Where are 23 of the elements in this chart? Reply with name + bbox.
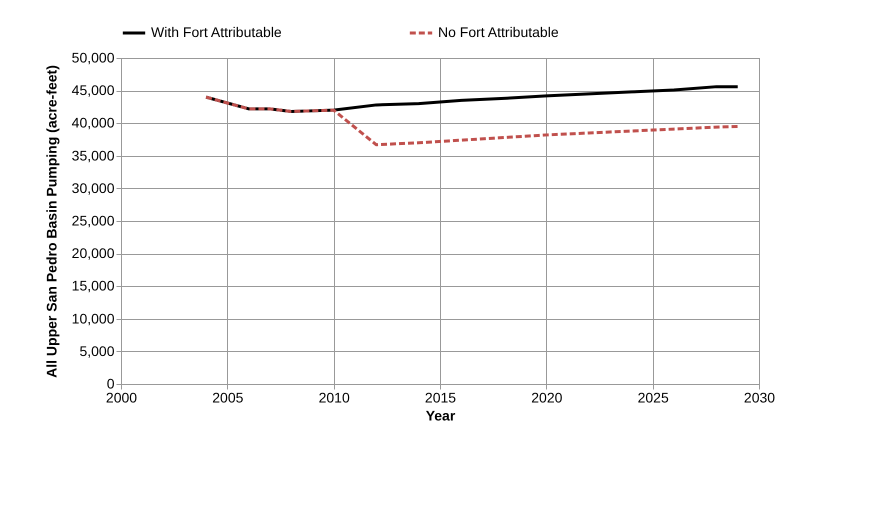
y-tick-label: 5,000	[79, 342, 115, 359]
legend-label: No Fort Attributable	[438, 24, 559, 40]
x-tick-label: 2000	[106, 390, 138, 406]
y-tick-label: 15,000	[72, 278, 115, 294]
y-tick-label: 20,000	[72, 245, 115, 262]
y-tick-label: 40,000	[72, 114, 115, 131]
x-axis-title: Year	[426, 408, 456, 424]
line-series	[204, 96, 740, 146]
x-tick-label: 2010	[318, 390, 350, 406]
y-tick-label: 50,000	[72, 50, 115, 66]
x-tick-label: 2025	[638, 390, 669, 406]
legend-label: With Fort Attributable	[151, 24, 282, 40]
y-tick-label: 25,000	[72, 212, 115, 228]
y-tick-label: 30,000	[72, 180, 115, 196]
y-tick-label: 35,000	[72, 147, 115, 164]
x-tick-label: 2015	[424, 390, 456, 406]
x-tick-label: 2020	[531, 390, 563, 406]
x-tick-label: 2030	[744, 390, 776, 406]
x-tick-label: 2005	[212, 390, 244, 406]
y-tick-label: 10,000	[72, 310, 115, 326]
y-tick-label: 0	[106, 376, 115, 392]
y-tick-label: 45,000	[72, 82, 115, 98]
y-axis-title: All Upper San Pedro Basin Pumping (acre-feet)	[44, 65, 60, 378]
